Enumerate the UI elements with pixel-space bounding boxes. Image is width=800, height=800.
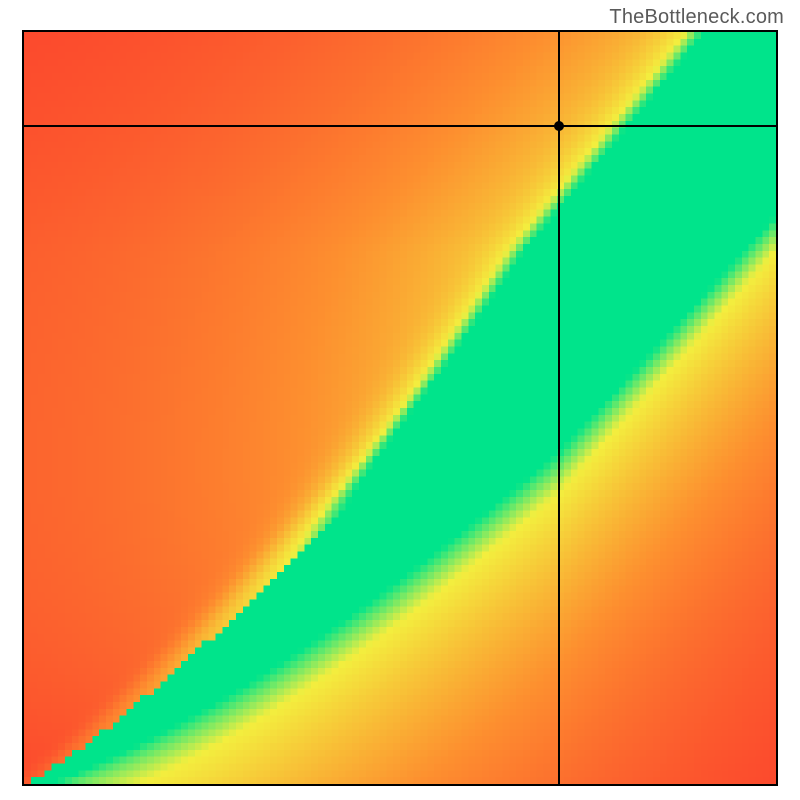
watermark-text: TheBottleneck.com (609, 6, 784, 29)
heatmap-plot-area (22, 30, 778, 786)
crosshair-horizontal (24, 125, 776, 127)
bottleneck-heatmap-canvas (24, 32, 776, 784)
crosshair-vertical (558, 32, 560, 784)
crosshair-marker-dot (554, 121, 564, 131)
